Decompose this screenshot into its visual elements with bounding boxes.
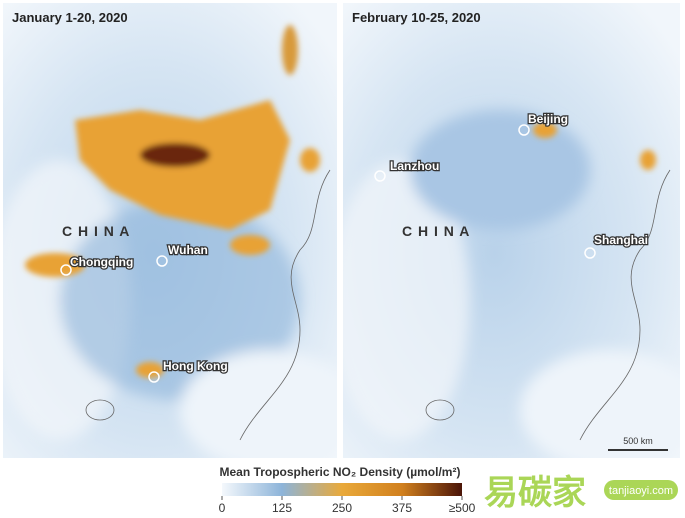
country-label: C H I N A: [62, 223, 130, 239]
panel-title: February 10-25, 2020: [352, 10, 481, 25]
tick-label: 125: [272, 501, 292, 515]
city-label: Chongqing: [70, 255, 133, 269]
watermark-box: [604, 480, 678, 500]
watermark: 易碳家: [484, 474, 586, 512]
city-label: Lanzhou: [390, 159, 439, 173]
city-marker: [374, 170, 386, 182]
city-marker: [156, 255, 168, 267]
city-label: Shanghai: [594, 233, 648, 247]
city-label: Hong Kong: [163, 359, 228, 373]
city-label: Wuhan: [168, 243, 208, 257]
panel-title: January 1-20, 2020: [12, 10, 128, 25]
city-marker: [518, 124, 530, 136]
city-marker: [148, 371, 160, 383]
city-marker: [60, 264, 72, 276]
legend-title: Mean Tropospheric NO₂ Density (µmol/m²): [220, 465, 461, 479]
legend-ticks: 0 125 250 375 ≥500: [219, 496, 476, 515]
tick-label: ≥500: [449, 501, 476, 515]
watermark-url: tanjiaoyi.com: [609, 485, 673, 497]
scale-label: 500 km: [623, 436, 653, 446]
map-right: [343, 3, 680, 458]
country-label: C H I N A: [402, 223, 470, 239]
tick-label: 375: [392, 501, 412, 515]
city-marker: [584, 247, 596, 259]
colorbar: [222, 483, 462, 496]
cities: Chongqing Wuhan Hong Kong Beijing Lanzho…: [60, 111, 649, 383]
map-left: [3, 3, 337, 458]
city-label: Beijing: [528, 112, 568, 126]
tick-label: 250: [332, 501, 352, 515]
tick-label: 0: [219, 501, 226, 515]
